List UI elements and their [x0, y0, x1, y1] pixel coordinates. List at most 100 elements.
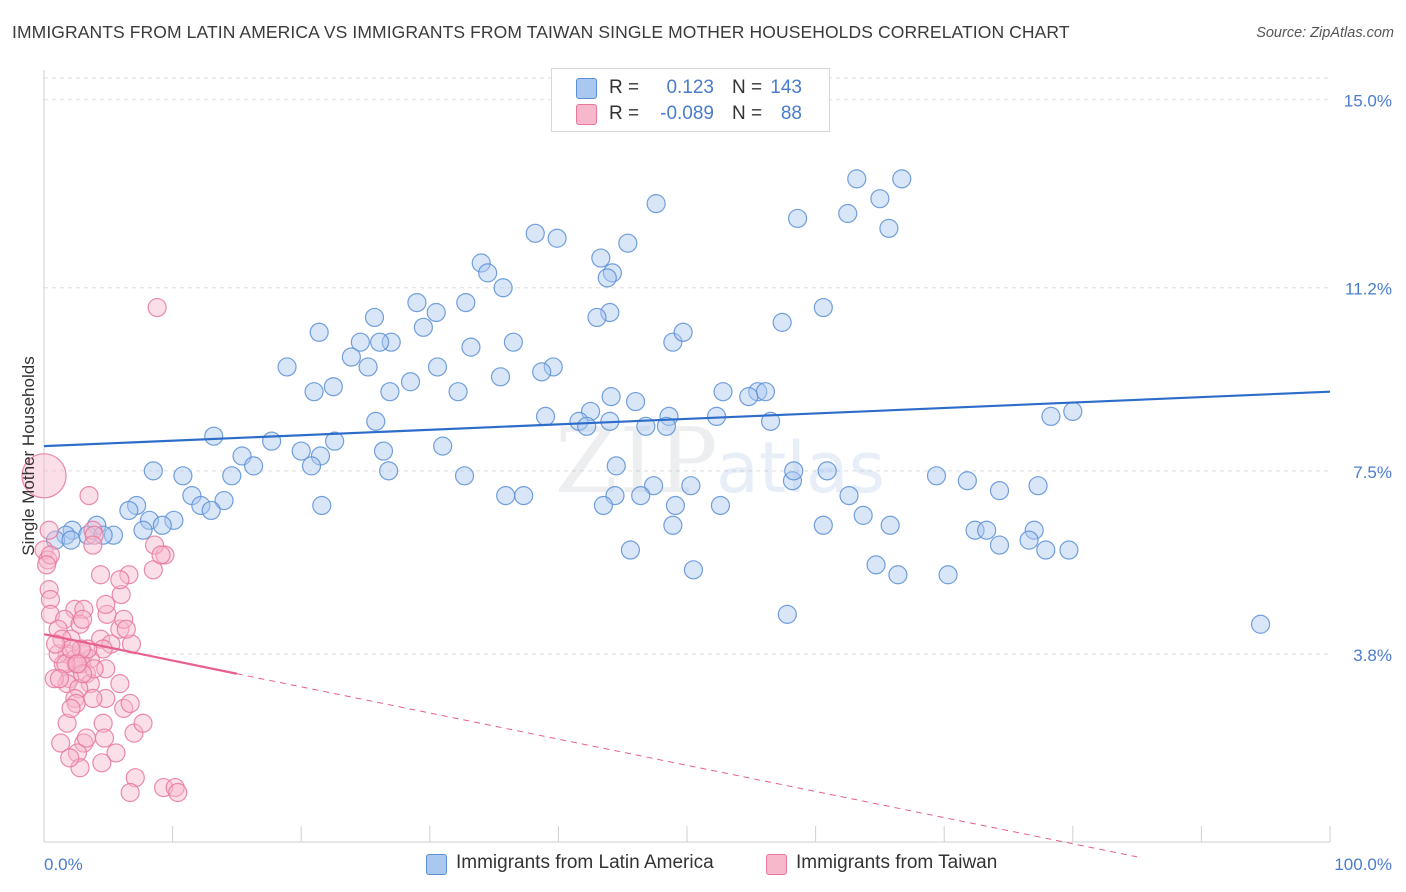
point-latin-america: [312, 495, 332, 516]
point-latin-america: [291, 441, 311, 461]
point-taiwan: [40, 604, 61, 624]
point-latin-america: [61, 530, 81, 550]
point-latin-america: [304, 382, 324, 402]
legend-swatch-pink: [766, 854, 787, 875]
point-latin-america: [665, 495, 686, 516]
point-latin-america: [817, 461, 837, 481]
point-latin-america: [426, 302, 446, 323]
point-latin-america: [448, 382, 468, 402]
point-latin-america: [620, 540, 641, 560]
point-latin-america: [214, 490, 234, 511]
point-taiwan: [83, 535, 103, 555]
point-latin-america: [989, 481, 1010, 501]
point-latin-america: [870, 189, 890, 209]
y-tick-label: 7.5%: [1353, 463, 1392, 482]
point-latin-america: [413, 317, 433, 337]
watermark-atlas: atlas: [716, 427, 885, 509]
point-latin-america: [938, 565, 958, 585]
point-latin-america: [683, 560, 704, 580]
point-latin-america: [103, 525, 124, 545]
point-taiwan: [94, 728, 115, 748]
point-latin-america: [673, 322, 693, 342]
legend-row-latin-america: R = 0.123 N = 143: [552, 75, 829, 101]
point-taiwan: [67, 654, 88, 674]
legend-row-taiwan: R = -0.089 N = 88: [552, 101, 829, 127]
point-taiwan: [93, 713, 113, 733]
legend-swatch-pink: [576, 104, 597, 125]
point-latin-america: [1041, 406, 1061, 427]
point-taiwan: [34, 540, 54, 560]
trendline-latin-america: [43, 390, 1331, 448]
point-taiwan: [21, 453, 67, 499]
point-taiwan: [71, 639, 91, 659]
point-taiwan: [57, 713, 77, 733]
point-latin-america: [710, 495, 731, 516]
point-latin-america: [456, 292, 476, 313]
y-axis-title: Single Mother Households: [19, 356, 38, 555]
point-latin-america: [514, 485, 534, 506]
point-latin-america: [784, 461, 804, 481]
point-latin-america: [591, 248, 611, 268]
point-latin-america: [880, 515, 900, 535]
point-latin-america: [325, 431, 345, 451]
point-taiwan: [72, 609, 93, 629]
point-latin-america: [888, 565, 908, 585]
point-latin-america: [879, 218, 899, 238]
legend-r-label: R =: [609, 103, 640, 124]
point-latin-america: [772, 312, 792, 332]
point-latin-america: [380, 382, 400, 402]
point-taiwan: [106, 743, 126, 763]
point-latin-america: [813, 515, 833, 535]
point-latin-america: [593, 495, 614, 516]
point-taiwan: [84, 525, 104, 545]
legend-r-label: R =: [609, 77, 640, 98]
point-latin-america: [646, 194, 666, 214]
point-taiwan: [70, 758, 90, 778]
point-taiwan: [51, 733, 71, 753]
trendlines: [43, 390, 1331, 858]
point-latin-america: [663, 332, 683, 352]
series-legend: Immigrants from Latin America Immigrants…: [0, 852, 1406, 878]
point-latin-america: [739, 387, 759, 407]
point-latin-america: [173, 466, 193, 486]
point-taiwan: [120, 782, 140, 803]
point-taiwan: [40, 545, 61, 565]
correlation-legend: R = 0.123 N = 143 R = -0.089 N = 88: [551, 68, 830, 132]
point-taiwan: [79, 485, 99, 506]
point-latin-america: [191, 495, 211, 516]
point-latin-america: [631, 485, 651, 506]
point-latin-america: [164, 510, 184, 530]
point-latin-america: [62, 520, 82, 540]
point-latin-america: [407, 292, 427, 313]
point-latin-america: [143, 461, 163, 481]
x-tick-label: 100.0%: [1334, 855, 1392, 874]
legend-n-label: N =: [732, 103, 763, 124]
point-latin-america: [496, 485, 516, 506]
point-taiwan: [110, 619, 130, 639]
point-taiwan: [110, 674, 130, 694]
point-latin-america: [350, 332, 370, 352]
point-latin-america: [587, 307, 607, 328]
point-taiwan: [153, 777, 174, 798]
point-taiwan: [74, 599, 94, 620]
point-taiwan: [168, 782, 188, 803]
point-taiwan: [144, 535, 165, 555]
point-taiwan: [39, 520, 59, 540]
point-latin-america: [957, 471, 977, 491]
point-latin-america: [681, 476, 701, 496]
legend-label: Immigrants from Taiwan: [796, 852, 998, 873]
point-latin-america: [358, 357, 378, 377]
point-latin-america: [379, 461, 399, 481]
point-latin-america: [847, 169, 867, 189]
point-taiwan: [76, 728, 97, 748]
y-tick-label: 11.2%: [1345, 280, 1392, 299]
series-taiwan: [21, 297, 188, 803]
point-latin-america: [813, 297, 833, 318]
point-taiwan: [120, 693, 140, 714]
point-latin-america: [119, 500, 139, 521]
point-latin-america: [535, 406, 556, 427]
point-taiwan: [72, 664, 93, 684]
point-latin-america: [782, 471, 803, 491]
point-taiwan: [45, 634, 66, 654]
point-latin-america: [366, 411, 386, 431]
